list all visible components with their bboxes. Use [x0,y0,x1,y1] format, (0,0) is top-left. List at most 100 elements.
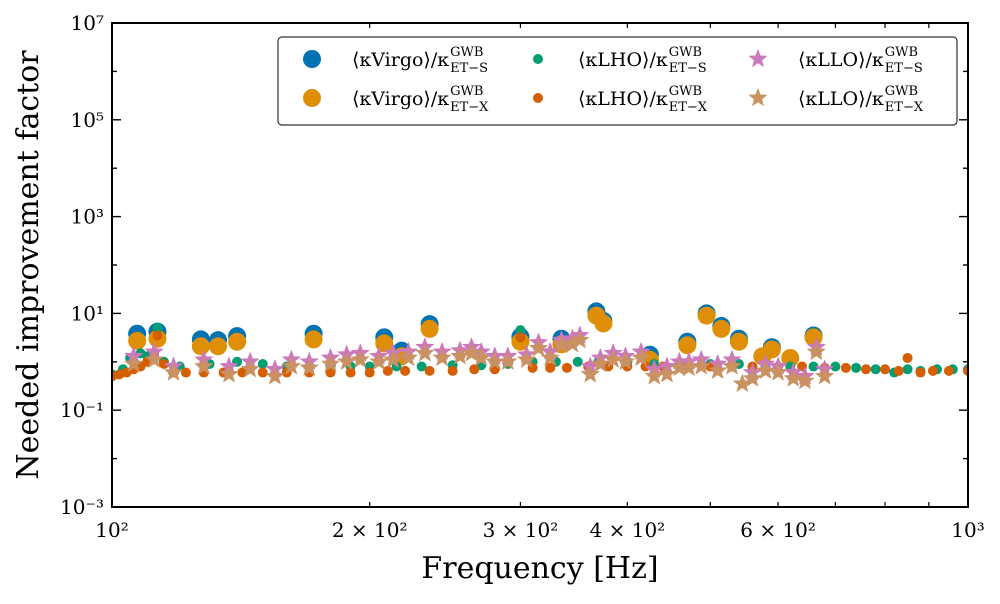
data-point [781,348,800,367]
y-tick-label: 10⁵ [71,108,104,132]
data-point [722,356,742,375]
x-tick-label: 10³ [951,518,984,542]
y-tick-label: 10¹ [71,301,104,325]
data-point [762,340,781,359]
data-point [840,362,851,373]
data-point [860,364,871,375]
x-tick-label: 6 × 10² [740,518,816,542]
data-point [325,367,336,378]
data-point [603,349,623,369]
data-point [943,365,954,376]
data-point [729,332,748,351]
legend-label: ⟨κLLO⟩/κ [798,88,884,110]
data-point [281,356,302,375]
data-point [570,329,590,349]
data-point [420,319,439,338]
legend-marker [303,89,321,107]
data-point [806,341,827,361]
data-point [240,359,260,378]
data-point [657,364,677,383]
legend-label-sup: GWB [450,45,483,60]
data-point [615,351,636,371]
data-point [265,366,285,385]
data-point [814,366,835,385]
data-point [382,365,393,376]
data-point [678,336,697,355]
data-point [345,367,356,378]
data-point [572,356,583,367]
data-point [424,365,435,376]
legend-label-sub: ET−S [450,61,488,76]
data-point [180,367,191,378]
data-point [416,361,427,372]
data-point [902,364,913,375]
data-point [963,365,968,376]
legend-label-sub: ET−X [450,100,489,115]
y-tick-label: 10⁻³ [60,495,104,519]
data-point [471,347,491,367]
data-point [783,368,803,387]
legend-marker [748,87,768,107]
series-layer [112,302,968,393]
data-point [228,332,247,351]
data-point [144,349,164,369]
data-point [515,325,526,336]
data-point [545,362,556,373]
data-point [540,347,560,367]
data-point [350,349,370,369]
y-tick-label: 10⁻¹ [60,398,104,422]
legend-marker [748,48,768,68]
data-point [257,359,268,370]
legend-label: ⟨κLHO⟩/κ [578,88,668,110]
legend-label-sub: ET−X [885,100,924,115]
data-point [158,359,169,370]
data-point [128,331,147,350]
data-point [375,334,394,353]
data-point [400,365,411,376]
legend-marker [303,50,321,68]
data-point [915,367,926,378]
legend-label-sub: ET−S [885,61,923,76]
legend-label-sub: ET−S [669,61,707,76]
data-point [804,328,823,347]
data-point [461,343,482,362]
x-tick-label: 4 × 10² [590,518,666,542]
data-point [768,362,788,381]
legend-label: ⟨κLLO⟩/κ [798,49,884,71]
data-point [432,347,452,367]
data-point [398,347,419,367]
data-point [927,365,938,376]
data-point [893,365,904,376]
x-axis-title: Frequency [Hz] [421,551,658,586]
x-tick-label: 10² [95,518,128,542]
data-point [580,364,600,383]
legend-label-sup: GWB [885,84,918,99]
data-point [851,362,862,373]
data-point [697,306,716,325]
data-point [152,322,163,333]
data-point [870,364,881,375]
y-axis-title: Needed improvement factor [11,50,46,480]
data-point [631,347,651,367]
data-point [163,362,184,381]
data-point [369,351,389,371]
data-point [498,351,518,371]
data-point [152,330,163,341]
data-point [880,364,891,375]
legend-label-sup: GWB [450,84,483,99]
data-point [902,352,913,363]
data-point [594,314,613,333]
data-point [707,360,728,380]
data-point [712,319,731,338]
data-point [691,356,711,375]
data-point [808,361,819,372]
data-point [299,357,319,377]
y-axis: 10⁻³ 10⁻¹ 10¹ 10³ 10⁵ 10⁷ [60,11,968,519]
data-point [191,337,210,356]
data-point [590,353,611,373]
